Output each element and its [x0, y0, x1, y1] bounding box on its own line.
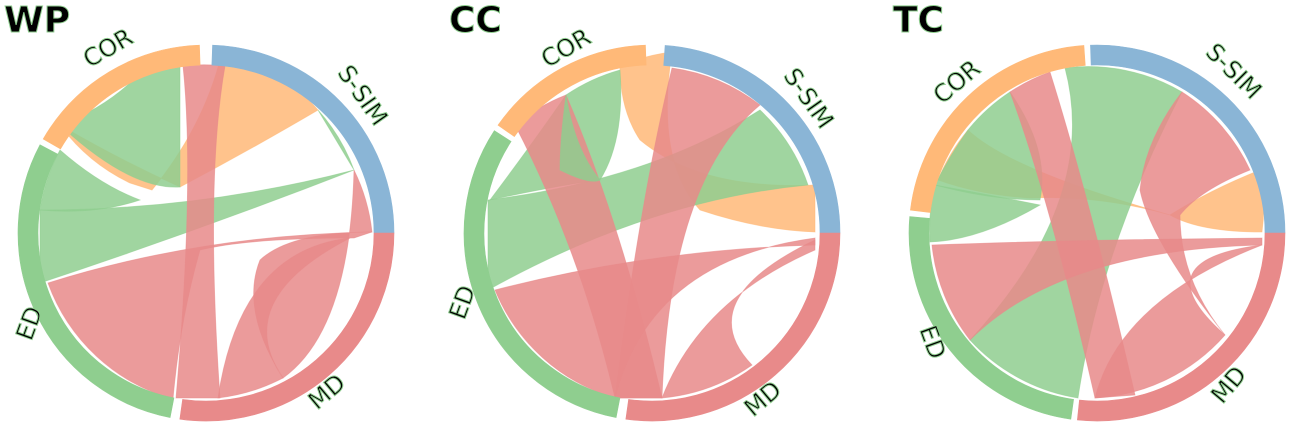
chord-panel-tc: TC COR S-SIM ED MD	[893, 0, 1286, 422]
group-arcs-tc	[908, 44, 1286, 422]
chord-md-md	[1094, 244, 1263, 399]
panel-title-cc: CC	[449, 0, 502, 41]
chord-md-ed	[494, 237, 816, 399]
group-arc-md	[1077, 232, 1286, 422]
group-arc-ed	[463, 130, 621, 418]
group-arc-ed	[17, 144, 175, 418]
chord-ssim-md	[1139, 91, 1251, 336]
chord-md-ed	[931, 237, 1263, 341]
group-arc-cor	[910, 45, 1086, 213]
chord-panel-wp: WP COR S-SIM ED MD	[4, 0, 395, 422]
panel-title-tc: TC	[893, 0, 944, 41]
chord-ed-cor	[559, 94, 601, 182]
chord-ed-ed	[39, 149, 142, 212]
chord-panel-cc: CC COR S-SIM ED MD	[443, 0, 841, 423]
chords-wp	[39, 51, 373, 400]
group-arc-cor	[497, 44, 647, 138]
chords-tc	[929, 66, 1265, 399]
chord-md-md	[661, 239, 816, 399]
group-arc-md	[625, 232, 841, 422]
chord-md-md	[217, 237, 351, 399]
group-arc-ed	[908, 216, 1074, 420]
chords-cc	[487, 51, 816, 399]
chord-ed-ed	[929, 184, 1042, 243]
panel-title-wp: WP	[4, 0, 70, 41]
group-arc-cor	[42, 44, 201, 150]
chord-cor-md	[175, 64, 226, 399]
group-arcs-wp	[17, 44, 395, 422]
group-arc-md	[179, 232, 395, 422]
group-arcs-cc	[463, 44, 841, 422]
